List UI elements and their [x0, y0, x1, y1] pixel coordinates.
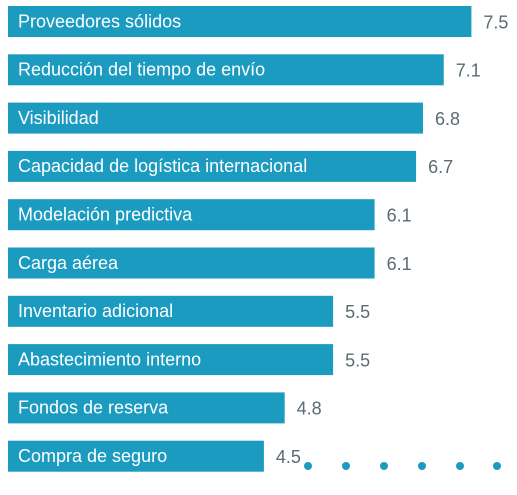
category-label: Modelación predictiva: [18, 204, 193, 224]
bar: [8, 54, 444, 86]
value-label: 4.8: [297, 399, 322, 419]
value-label: 7.5: [483, 12, 508, 32]
decorative-dots: [304, 462, 501, 470]
category-label: Abastecimiento interno: [18, 349, 201, 369]
bar: [8, 344, 334, 376]
bar: [8, 150, 417, 182]
value-label: 4.5: [276, 447, 301, 467]
value-label: 5.5: [345, 350, 370, 370]
category-label: Visibilidad: [18, 108, 99, 128]
category-label: Compra de seguro: [18, 446, 167, 466]
bar: [8, 102, 423, 134]
value-label: 7.1: [456, 61, 481, 81]
category-label: Fondos de reserva: [18, 398, 169, 418]
category-label: Carga aérea: [18, 253, 119, 273]
bar: [8, 247, 375, 279]
bar: [8, 199, 375, 231]
value-label: 6.1: [387, 254, 412, 274]
bar: [8, 6, 472, 37]
value-label: 6.8: [435, 109, 460, 129]
category-label: Inventario adicional: [18, 301, 173, 321]
value-label: 6.7: [428, 157, 453, 177]
bar: [8, 295, 334, 327]
value-label: 5.5: [345, 302, 370, 322]
category-label: Capacidad de logística internacional: [18, 156, 307, 176]
category-label: Proveedores sólidos: [18, 11, 181, 31]
bar: [8, 392, 285, 424]
value-label: 6.1: [387, 205, 412, 225]
bar: [8, 440, 264, 472]
category-label: Reducción del tiempo de envío: [18, 60, 265, 80]
